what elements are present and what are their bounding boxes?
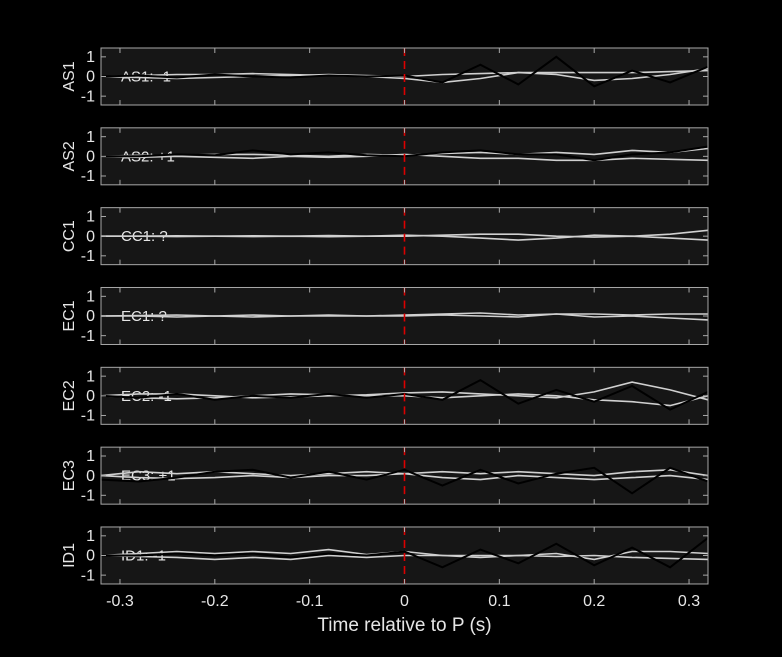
y-tick-label: -1: [81, 168, 95, 185]
x-tick-label: -0.1: [296, 593, 324, 610]
y-axis-label: CC1: [61, 220, 78, 252]
y-tick-label: -1: [81, 88, 95, 105]
y-tick-label: 0: [86, 468, 95, 485]
y-tick-label: 0: [86, 149, 95, 166]
y-axis-label: AS2: [61, 141, 78, 171]
y-tick-label: 1: [86, 209, 95, 226]
x-axis-label: Time relative to P (s): [317, 615, 491, 636]
y-axis-label: AS1: [61, 61, 78, 91]
y-tick-label: -1: [81, 488, 95, 505]
y-tick-label: -1: [81, 408, 95, 425]
y-tick-label: 1: [86, 49, 95, 66]
y-tick-label: 1: [86, 368, 95, 385]
x-tick-label: 0.3: [678, 593, 700, 610]
y-tick-label: 0: [86, 228, 95, 245]
y-tick-label: -1: [81, 248, 95, 265]
y-tick-label: 0: [86, 69, 95, 86]
y-tick-label: -1: [81, 567, 95, 584]
y-tick-label: 0: [86, 548, 95, 565]
x-tick-label: 0: [400, 593, 409, 610]
x-tick-label: -0.3: [106, 593, 134, 610]
y-tick-label: 1: [86, 448, 95, 465]
y-tick-label: 0: [86, 388, 95, 405]
x-tick-label: 0.2: [583, 593, 605, 610]
x-tick-label: -0.2: [201, 593, 229, 610]
x-tick-label: 0.1: [488, 593, 510, 610]
y-axis-label: EC1: [61, 300, 78, 331]
y-tick-label: 1: [86, 129, 95, 146]
annotation: EC3: +1: [121, 468, 176, 485]
y-tick-label: 1: [86, 528, 95, 545]
y-axis-label: ID1: [61, 543, 78, 568]
trace: [100, 466, 709, 495]
y-tick-label: 1: [86, 289, 95, 306]
y-tick-label: -1: [81, 328, 95, 345]
y-axis-label: EC3: [61, 460, 78, 491]
trace: [101, 537, 709, 569]
y-axis-label: EC2: [61, 380, 78, 411]
y-tick-label: 0: [86, 308, 95, 325]
